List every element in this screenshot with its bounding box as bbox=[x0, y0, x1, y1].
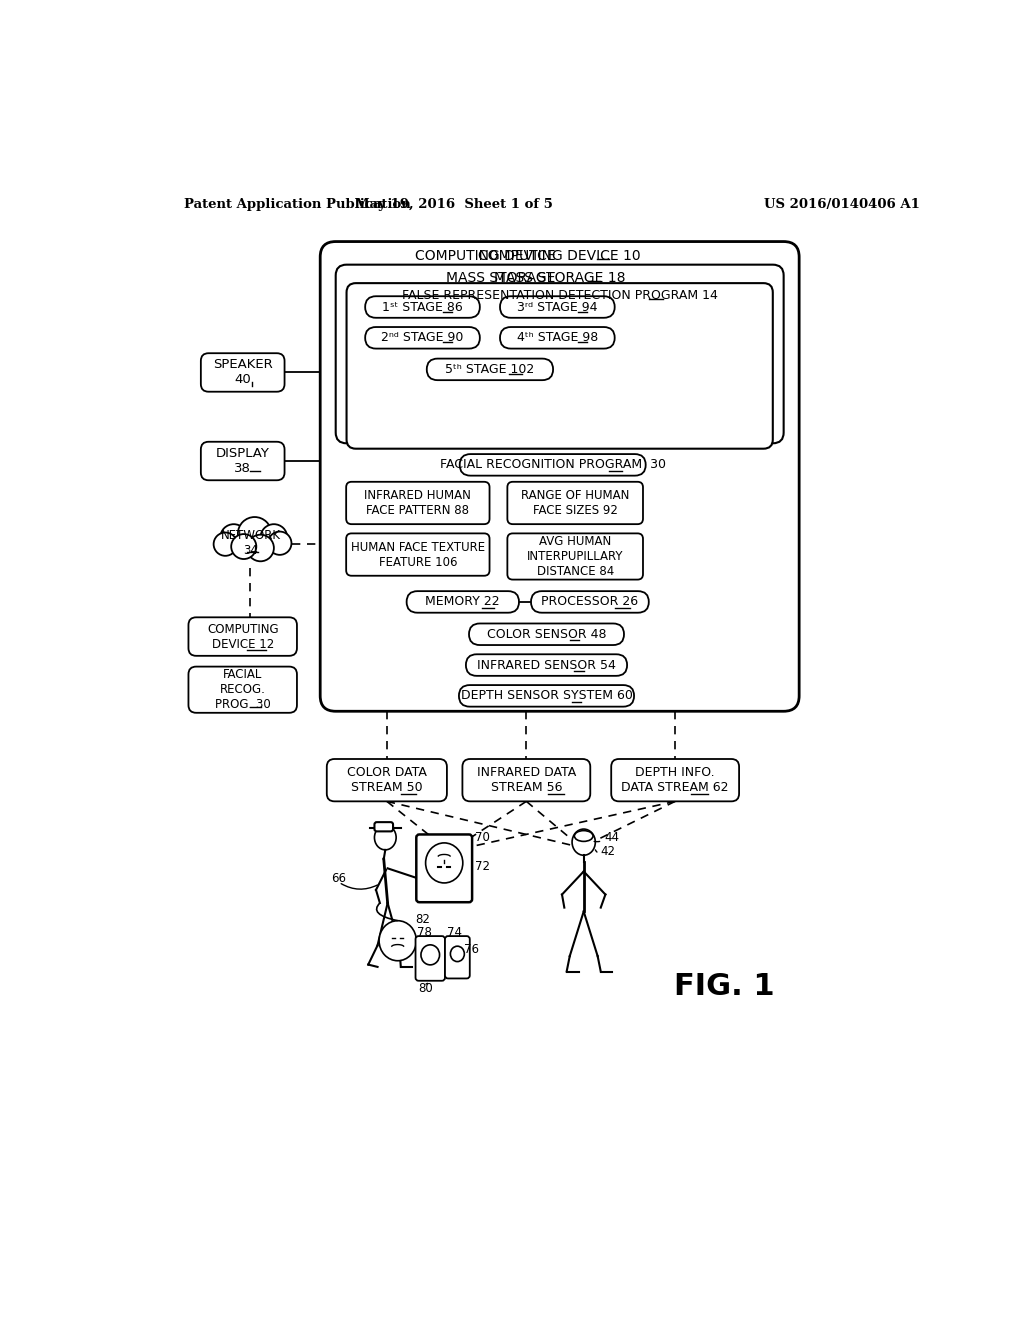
FancyBboxPatch shape bbox=[375, 822, 393, 832]
Text: 82: 82 bbox=[415, 912, 430, 925]
Text: FACIAL RECOGNITION PROGRAM  30: FACIAL RECOGNITION PROGRAM 30 bbox=[439, 458, 666, 471]
FancyBboxPatch shape bbox=[427, 359, 553, 380]
Text: 1ˢᵗ STAGE 86: 1ˢᵗ STAGE 86 bbox=[382, 301, 463, 314]
Text: FIG. 1: FIG. 1 bbox=[675, 972, 775, 1001]
Ellipse shape bbox=[574, 830, 593, 841]
FancyBboxPatch shape bbox=[201, 442, 285, 480]
FancyBboxPatch shape bbox=[407, 591, 519, 612]
FancyBboxPatch shape bbox=[459, 685, 634, 706]
Text: US 2016/0140406 A1: US 2016/0140406 A1 bbox=[764, 198, 920, 211]
Circle shape bbox=[220, 524, 247, 550]
Text: 66: 66 bbox=[331, 871, 346, 884]
FancyBboxPatch shape bbox=[466, 655, 627, 676]
Text: 70: 70 bbox=[475, 832, 490, 843]
Text: NETWORK
34: NETWORK 34 bbox=[220, 528, 281, 557]
Text: MEMORY 22: MEMORY 22 bbox=[426, 595, 500, 609]
Text: Patent Application Publication: Patent Application Publication bbox=[183, 198, 411, 211]
FancyBboxPatch shape bbox=[460, 454, 646, 475]
Text: INFRARED HUMAN
FACE PATTERN 88: INFRARED HUMAN FACE PATTERN 88 bbox=[365, 488, 471, 517]
FancyBboxPatch shape bbox=[321, 242, 799, 711]
Bar bbox=[213, 532, 288, 556]
Text: COMPUTING DEVICE: COMPUTING DEVICE bbox=[415, 249, 560, 263]
Text: 44: 44 bbox=[604, 832, 620, 843]
Text: MASS STORAGE 18: MASS STORAGE 18 bbox=[494, 271, 626, 285]
Text: 4ᵗʰ STAGE 98: 4ᵗʰ STAGE 98 bbox=[517, 331, 598, 345]
FancyBboxPatch shape bbox=[500, 296, 614, 318]
Circle shape bbox=[268, 532, 292, 554]
Text: COMPUTING DEVICE 10: COMPUTING DEVICE 10 bbox=[478, 249, 641, 263]
Ellipse shape bbox=[379, 921, 417, 961]
Text: FALSE REPRESENTATION DETECTION PROGRAM 14: FALSE REPRESENTATION DETECTION PROGRAM 1… bbox=[401, 289, 718, 302]
FancyBboxPatch shape bbox=[346, 284, 773, 449]
Text: DISPLAY
38: DISPLAY 38 bbox=[216, 447, 269, 475]
FancyBboxPatch shape bbox=[346, 482, 489, 524]
Text: May 19, 2016  Sheet 1 of 5: May 19, 2016 Sheet 1 of 5 bbox=[354, 198, 552, 211]
Text: PROCESSOR 26: PROCESSOR 26 bbox=[542, 595, 638, 609]
FancyBboxPatch shape bbox=[336, 264, 783, 444]
FancyBboxPatch shape bbox=[416, 936, 445, 981]
FancyBboxPatch shape bbox=[188, 667, 297, 713]
Text: INFRARED SENSOR 54: INFRARED SENSOR 54 bbox=[477, 659, 616, 672]
FancyBboxPatch shape bbox=[366, 327, 480, 348]
Text: DEPTH SENSOR SYSTEM 60: DEPTH SENSOR SYSTEM 60 bbox=[461, 689, 633, 702]
Ellipse shape bbox=[421, 945, 439, 965]
FancyBboxPatch shape bbox=[366, 296, 480, 318]
Ellipse shape bbox=[572, 829, 595, 855]
Ellipse shape bbox=[451, 946, 464, 961]
Text: RANGE OF HUMAN
FACE SIZES 92: RANGE OF HUMAN FACE SIZES 92 bbox=[521, 488, 630, 517]
FancyBboxPatch shape bbox=[469, 623, 624, 645]
FancyBboxPatch shape bbox=[346, 533, 489, 576]
Text: 2ⁿᵈ STAGE 90: 2ⁿᵈ STAGE 90 bbox=[381, 331, 464, 345]
Circle shape bbox=[238, 517, 271, 550]
FancyBboxPatch shape bbox=[507, 533, 643, 579]
Text: COMPUTING
DEVICE 12: COMPUTING DEVICE 12 bbox=[207, 623, 279, 651]
FancyBboxPatch shape bbox=[500, 327, 614, 348]
FancyBboxPatch shape bbox=[463, 759, 590, 801]
Text: DEPTH INFO.
DATA STREAM 62: DEPTH INFO. DATA STREAM 62 bbox=[622, 766, 729, 795]
Text: 3ʳᵈ STAGE 94: 3ʳᵈ STAGE 94 bbox=[517, 301, 598, 314]
Text: COLOR DATA
STREAM 50: COLOR DATA STREAM 50 bbox=[347, 766, 427, 795]
FancyBboxPatch shape bbox=[417, 834, 472, 903]
Ellipse shape bbox=[375, 825, 396, 850]
Text: FACIAL
RECOG.
PROG. 30: FACIAL RECOG. PROG. 30 bbox=[215, 668, 270, 711]
Text: HUMAN FACE TEXTURE
FEATURE 106: HUMAN FACE TEXTURE FEATURE 106 bbox=[351, 541, 485, 569]
Text: 42: 42 bbox=[601, 845, 615, 858]
Text: 5ᵗʰ STAGE 102: 5ᵗʰ STAGE 102 bbox=[445, 363, 535, 376]
Text: 78: 78 bbox=[417, 925, 432, 939]
Circle shape bbox=[260, 524, 288, 550]
FancyBboxPatch shape bbox=[611, 759, 739, 801]
Text: SPEAKER
40: SPEAKER 40 bbox=[213, 359, 272, 387]
FancyBboxPatch shape bbox=[201, 354, 285, 392]
Text: 76: 76 bbox=[464, 944, 479, 957]
Circle shape bbox=[247, 535, 273, 561]
FancyBboxPatch shape bbox=[327, 759, 446, 801]
Text: INFRARED DATA
STREAM 56: INFRARED DATA STREAM 56 bbox=[477, 766, 575, 795]
FancyBboxPatch shape bbox=[531, 591, 649, 612]
Text: MASS STORAGE: MASS STORAGE bbox=[445, 271, 560, 285]
FancyBboxPatch shape bbox=[507, 482, 643, 524]
Text: 74: 74 bbox=[447, 925, 462, 939]
Text: AVG HUMAN
INTERPUPILLARY
DISTANCE 84: AVG HUMAN INTERPUPILLARY DISTANCE 84 bbox=[527, 535, 624, 578]
Ellipse shape bbox=[426, 843, 463, 883]
FancyBboxPatch shape bbox=[188, 618, 297, 656]
Circle shape bbox=[214, 532, 238, 556]
Text: 72: 72 bbox=[475, 861, 490, 874]
FancyBboxPatch shape bbox=[445, 936, 470, 978]
Text: COLOR SENSOR 48: COLOR SENSOR 48 bbox=[486, 628, 606, 640]
Text: 80: 80 bbox=[419, 982, 433, 995]
Circle shape bbox=[231, 535, 256, 560]
